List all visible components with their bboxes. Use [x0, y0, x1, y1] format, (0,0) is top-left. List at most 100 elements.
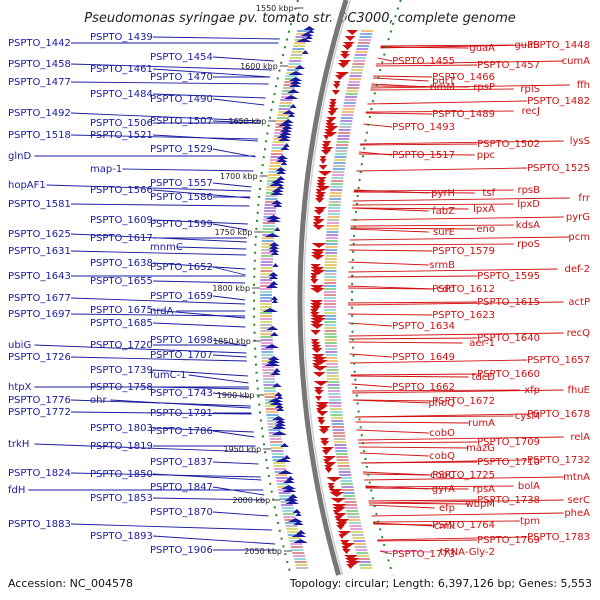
forward-gene-label[interactable]: PSPTO_1726: [8, 352, 71, 363]
reverse-gene-label[interactable]: PSPTO_1595: [477, 271, 540, 282]
forward-gene-label[interactable]: PSPTO_1791: [150, 408, 213, 419]
reverse-gene-label[interactable]: PSPTO_1615: [477, 297, 540, 308]
reverse-gene-label[interactable]: cobO: [429, 428, 455, 439]
reverse-gene-label[interactable]: PSPTO_1662: [392, 382, 455, 393]
reverse-gene-label[interactable]: PSPTO_1517: [392, 150, 455, 161]
reverse-gene-label[interactable]: fabZ: [432, 206, 455, 217]
reverse-gene-label[interactable]: PSPTO_1640: [477, 333, 540, 344]
forward-gene-label[interactable]: htpX: [8, 382, 32, 393]
reverse-gene-label[interactable]: PSPTO_1783: [527, 532, 590, 543]
reverse-gene-label[interactable]: eno: [476, 224, 495, 235]
reverse-gene-label[interactable]: aer-1: [469, 338, 495, 349]
reverse-gene-label[interactable]: guaB: [514, 40, 540, 51]
forward-gene-label[interactable]: PSPTO_1685: [90, 318, 153, 329]
reverse-gene-label[interactable]: cmk: [434, 521, 455, 532]
forward-gene-label[interactable]: nrdA: [150, 306, 174, 317]
forward-gene-label[interactable]: PSPTO_1439: [90, 32, 153, 43]
forward-gene-label[interactable]: ohr: [90, 395, 107, 406]
reverse-gene-label[interactable]: cobQ: [429, 451, 455, 462]
forward-gene-label[interactable]: PSPTO_1675: [90, 305, 153, 316]
reverse-gene-label[interactable]: PSPTO_1672: [432, 396, 495, 407]
reverse-gene-label[interactable]: PSPTO_1764: [432, 520, 495, 531]
reverse-gene-label[interactable]: surE: [433, 227, 455, 238]
reverse-gene-label[interactable]: rpsP: [473, 82, 495, 93]
reverse-gene-label[interactable]: wbpM: [465, 499, 495, 510]
forward-gene-label[interactable]: map-1: [90, 164, 122, 175]
reverse-gene-label[interactable]: cysM: [515, 411, 540, 422]
reverse-gene-label[interactable]: PSPTO_1448: [527, 40, 590, 51]
forward-gene-label[interactable]: PSPTO_1652: [150, 262, 213, 273]
reverse-gene-label[interactable]: bolA: [518, 481, 540, 492]
reverse-gene-label[interactable]: xfp: [524, 385, 540, 396]
reverse-gene-label[interactable]: efp: [439, 503, 455, 514]
reverse-gene-label[interactable]: def-2: [565, 264, 590, 275]
forward-gene-label[interactable]: PSPTO_1477: [8, 77, 71, 88]
reverse-gene-label[interactable]: cumA: [562, 56, 591, 67]
reverse-gene-label[interactable]: gyrA: [432, 484, 455, 495]
forward-gene-label[interactable]: PSPTO_1739: [90, 365, 153, 376]
forward-gene-label[interactable]: PSPTO_1743: [150, 388, 213, 399]
reverse-gene-label[interactable]: PSPTO_1710: [477, 457, 540, 468]
forward-gene-label[interactable]: PSPTO_1492: [8, 108, 71, 119]
reverse-gene-label[interactable]: guaA: [469, 43, 495, 54]
reverse-gene-label[interactable]: frr: [578, 193, 590, 204]
reverse-gene-label[interactable]: recQ: [567, 328, 591, 339]
forward-gene-label[interactable]: PSPTO_1586: [150, 192, 213, 203]
reverse-gene-label[interactable]: serC: [568, 495, 590, 506]
reverse-gene-label[interactable]: recJ: [522, 106, 541, 117]
forward-gene-label[interactable]: ubiG: [8, 340, 31, 351]
forward-gene-label[interactable]: PSPTO_1837: [150, 457, 213, 468]
forward-gene-label[interactable]: PSPTO_1625: [8, 229, 71, 240]
reverse-gene-label[interactable]: relA: [570, 432, 590, 443]
forward-gene-label[interactable]: hopAF1: [8, 180, 46, 191]
forward-gene-label[interactable]: PSPTO_1786: [150, 426, 213, 437]
reverse-gene-label[interactable]: PSPTO_1634: [392, 321, 455, 332]
reverse-gene-label[interactable]: PSPTO_1482: [527, 96, 590, 107]
forward-gene-label[interactable]: fdH: [8, 485, 25, 496]
reverse-gene-label[interactable]: PSPTO_1732: [527, 455, 590, 466]
reverse-gene-label[interactable]: actP: [568, 297, 590, 308]
reverse-gene-label[interactable]: PSPTO_1493: [392, 122, 455, 133]
reverse-gene-label[interactable]: PSPTO_1579: [432, 246, 495, 257]
reverse-gene-label[interactable]: rimM: [430, 82, 455, 93]
forward-gene-label[interactable]: PSPTO_1631: [8, 246, 71, 257]
forward-gene-label[interactable]: PSPTO_1557: [150, 178, 213, 189]
forward-gene-label[interactable]: PSPTO_1824: [8, 468, 71, 479]
reverse-gene-label[interactable]: PSPTO_1612: [432, 284, 495, 295]
reverse-gene-label[interactable]: rpsB: [517, 185, 540, 196]
reverse-gene-label[interactable]: PSPTO_1502: [477, 139, 540, 150]
reverse-gene-label[interactable]: phoQ: [428, 398, 455, 409]
forward-gene-label[interactable]: PSPTO_1518: [8, 130, 71, 141]
forward-gene-label[interactable]: PSPTO_1638: [90, 258, 153, 269]
forward-gene-label[interactable]: mnmC: [150, 242, 183, 253]
reverse-gene-label[interactable]: PSPTO_1649: [392, 352, 455, 363]
reverse-gene-label[interactable]: purT: [432, 76, 456, 87]
reverse-gene-label[interactable]: lpxA: [473, 204, 495, 215]
forward-gene-label[interactable]: PSPTO_1507: [150, 116, 213, 127]
reverse-gene-label[interactable]: PSPTO_1738: [477, 495, 540, 506]
reverse-gene-label[interactable]: pheA: [564, 508, 590, 519]
reverse-gene-label[interactable]: rplS: [520, 84, 540, 95]
forward-gene-label[interactable]: fumC-1: [150, 370, 187, 381]
forward-gene-label[interactable]: PSPTO_1609: [90, 215, 153, 226]
forward-gene-label[interactable]: PSPTO_1720: [90, 340, 153, 351]
reverse-gene-label[interactable]: tRNA-Gly-2: [440, 547, 495, 558]
reverse-gene-label[interactable]: mazG: [466, 443, 495, 454]
reverse-gene-label[interactable]: PSPTO_1709: [477, 437, 540, 448]
reverse-gene-label[interactable]: rumA: [468, 418, 495, 429]
reverse-gene-label[interactable]: kdsA: [516, 220, 540, 231]
forward-gene-label[interactable]: PSPTO_1847: [150, 482, 213, 493]
forward-gene-label[interactable]: PSPTO_1659: [150, 291, 213, 302]
forward-gene-label[interactable]: PSPTO_1758: [90, 382, 153, 393]
forward-gene-label[interactable]: PSPTO_1655: [90, 276, 153, 287]
forward-gene-label[interactable]: glnD: [8, 151, 31, 162]
forward-gene-label[interactable]: PSPTO_1772: [8, 407, 71, 418]
forward-gene-label[interactable]: PSPTO_1906: [150, 545, 213, 556]
forward-gene-label[interactable]: PSPTO_1850: [90, 469, 153, 480]
reverse-gene-label[interactable]: PSPTO_1489: [432, 109, 495, 120]
reverse-gene-label[interactable]: pyrH: [431, 188, 455, 199]
forward-gene-label[interactable]: PSPTO_1677: [8, 293, 71, 304]
forward-gene-label[interactable]: PSPTO_1776: [8, 395, 71, 406]
reverse-gene-label[interactable]: ppc: [477, 150, 495, 161]
reverse-gene-label[interactable]: lpxD: [517, 199, 540, 210]
